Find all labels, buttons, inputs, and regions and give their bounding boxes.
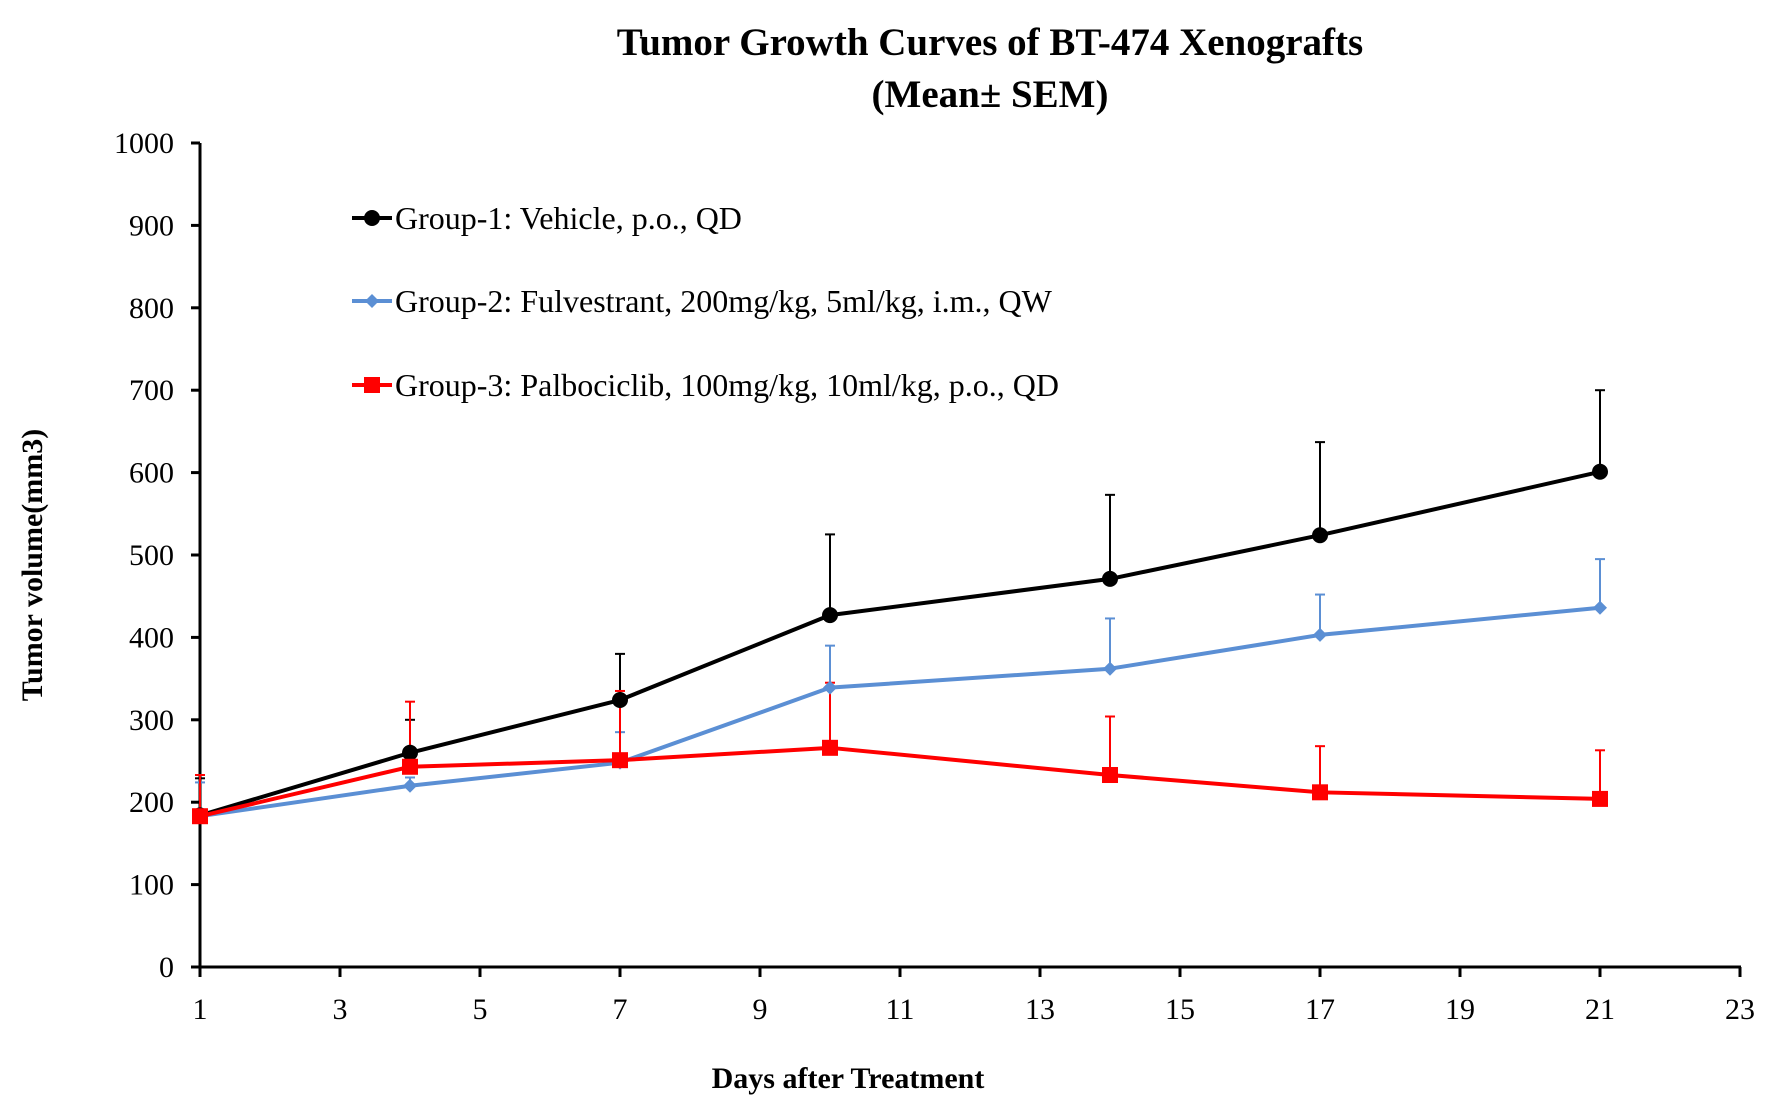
data-point-3 bbox=[1102, 767, 1118, 784]
x-tick-label: 3 bbox=[333, 993, 348, 1026]
data-point-2 bbox=[1313, 627, 1327, 642]
data-point-2 bbox=[403, 778, 417, 793]
chart-title: Tumor Growth Curves of BT-474 Xenografts bbox=[617, 21, 1363, 64]
x-tick-label: 5 bbox=[473, 993, 488, 1026]
data-point-2 bbox=[823, 680, 837, 695]
y-tick-label: 500 bbox=[129, 539, 174, 572]
x-tick-label: 9 bbox=[753, 993, 768, 1026]
data-point-1 bbox=[1102, 570, 1118, 587]
x-tick-label: 23 bbox=[1725, 993, 1755, 1026]
data-point-1 bbox=[612, 692, 628, 709]
data-point-3 bbox=[822, 739, 838, 756]
data-point-3 bbox=[1312, 784, 1328, 801]
y-tick-label: 200 bbox=[129, 786, 174, 819]
x-tick-label: 1 bbox=[193, 993, 208, 1026]
data-point-2 bbox=[1593, 600, 1607, 615]
x-tick-label: 19 bbox=[1445, 993, 1475, 1026]
data-point-3 bbox=[402, 758, 418, 775]
chart-subtitle: (Mean± SEM) bbox=[872, 73, 1109, 116]
x-tick-label: 7 bbox=[613, 993, 628, 1026]
series-markers bbox=[192, 463, 1608, 825]
y-tick-label: 400 bbox=[129, 621, 174, 654]
x-tick-label: 21 bbox=[1585, 993, 1615, 1026]
y-tick-label: 800 bbox=[129, 292, 174, 325]
data-point-1 bbox=[1312, 527, 1328, 544]
y-tick-label: 100 bbox=[129, 869, 174, 902]
data-point-2 bbox=[1103, 661, 1117, 676]
y-tick-label: 0 bbox=[159, 951, 174, 984]
y-tick-label: 900 bbox=[129, 209, 174, 242]
data-point-3 bbox=[192, 808, 208, 825]
legend-marker bbox=[365, 294, 379, 308]
data-point-3 bbox=[612, 752, 628, 769]
y-tick-label: 300 bbox=[129, 704, 174, 737]
x-tick-label: 15 bbox=[1165, 993, 1195, 1026]
y-tick-label: 600 bbox=[129, 457, 174, 490]
y-axis-label: Tumor volume(mm3) bbox=[16, 429, 49, 702]
data-point-1 bbox=[822, 607, 838, 624]
data-point-1 bbox=[402, 744, 418, 761]
x-tick-label: 11 bbox=[886, 993, 915, 1026]
legend: Group-1: Vehicle, p.o., QD Group-2: Fulve… bbox=[352, 200, 1059, 403]
x-tick-label: 13 bbox=[1025, 993, 1055, 1026]
legend-label: Group-1: Vehicle, p.o., QD bbox=[395, 200, 742, 236]
legend-label: Group-3: Palbociclib, 100mg/kg, 10ml/kg,… bbox=[395, 367, 1059, 403]
y-tick-label: 1000 bbox=[114, 127, 174, 160]
legend-marker bbox=[364, 377, 380, 393]
data-point-1 bbox=[1592, 463, 1608, 480]
x-tick-label: 17 bbox=[1305, 993, 1335, 1026]
x-axis-label: Days after Treatment bbox=[712, 1062, 985, 1095]
legend-label: Group-2: Fulvestrant, 200mg/kg, 5ml/kg, … bbox=[395, 283, 1053, 319]
y-tick-label: 700 bbox=[129, 374, 174, 407]
data-point-3 bbox=[1592, 790, 1608, 807]
legend-marker bbox=[364, 210, 380, 226]
